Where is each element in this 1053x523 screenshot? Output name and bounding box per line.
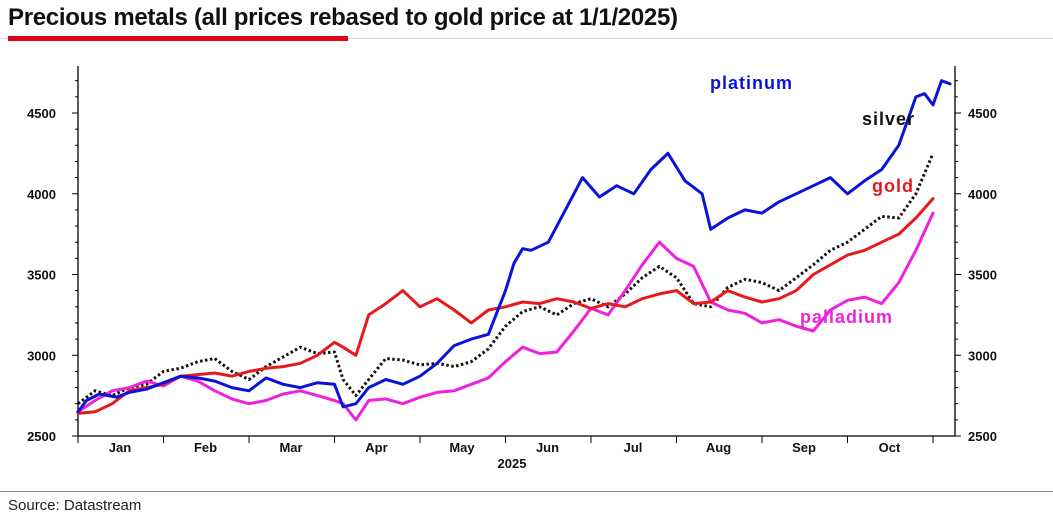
series-label-palladium: palladium [800, 307, 893, 327]
y-tick-label-right: 4000 [968, 187, 997, 202]
title-accent-bar [8, 36, 348, 41]
y-tick-label-left: 3000 [27, 348, 56, 363]
series-line-gold [76, 197, 935, 415]
x-tick-label: Apr [365, 440, 387, 455]
y-tick-label-right: 3500 [968, 268, 997, 283]
y-tick-label-left: 2500 [27, 429, 56, 444]
series-line-platinum [76, 79, 952, 414]
series-line-palladium [76, 211, 935, 422]
y-tick-label-right: 2500 [968, 429, 997, 444]
x-tick-label: Oct [879, 440, 901, 455]
y-tick-label-left: 4500 [27, 106, 56, 121]
series-label-gold: gold [872, 176, 914, 196]
x-tick-label: Mar [279, 440, 302, 455]
source-note: Source: Datastream [8, 497, 142, 514]
y-tick-label-left: 4000 [27, 187, 56, 202]
x-year-label: 2025 [498, 456, 527, 471]
series-label-platinum: platinum [710, 73, 793, 93]
x-tick-label: Sep [792, 440, 816, 455]
chart-axes: 2500 3000 3500 4000 4500 2500 3000 3500 4000 4500… [27, 66, 997, 471]
x-tick-label: May [449, 440, 475, 455]
y-tick-label-right: 3000 [968, 348, 997, 363]
chart-series-labels: platinum silver gold palladium [710, 73, 915, 327]
x-tick-label: Feb [194, 440, 217, 455]
series-label-silver: silver [862, 109, 915, 129]
title-divider [0, 38, 1053, 39]
y-tick-label-left: 3500 [27, 268, 56, 283]
y-tick-label-right: 4500 [968, 106, 997, 121]
footer-divider [0, 491, 1053, 492]
x-tick-label: Aug [706, 440, 731, 455]
chart-title: Precious metals (all prices rebased to g… [8, 4, 678, 31]
x-tick-label: Jun [536, 440, 559, 455]
series-line-silver [77, 152, 935, 405]
x-tick-label: Jan [109, 440, 131, 455]
chart-series [76, 79, 952, 422]
x-tick-label: Jul [624, 440, 643, 455]
